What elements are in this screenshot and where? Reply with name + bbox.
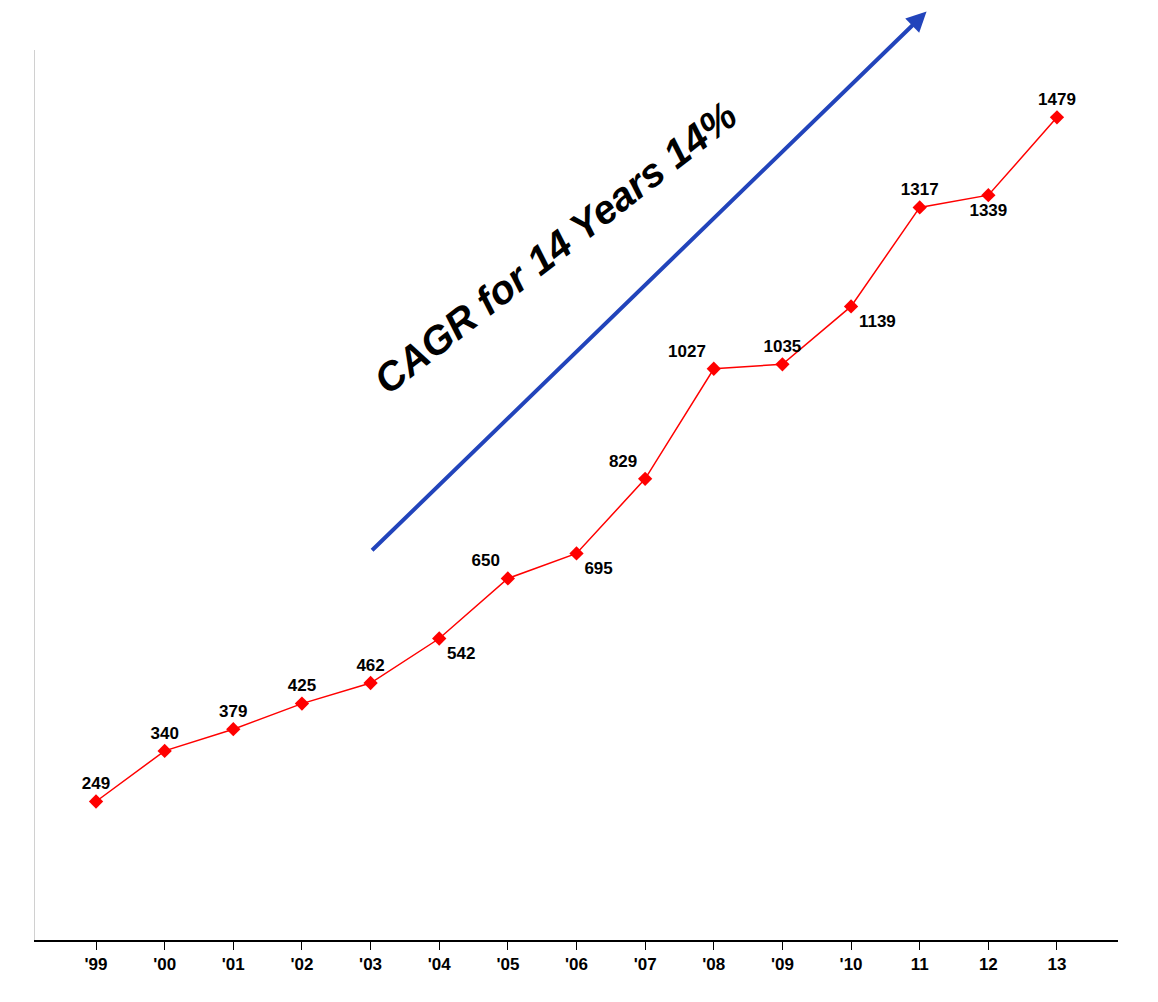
svg-text:'04: '04 [428, 955, 451, 974]
svg-text:340: 340 [150, 724, 178, 743]
svg-text:'08: '08 [702, 955, 725, 974]
svg-text:462: 462 [356, 656, 384, 675]
svg-text:1027: 1027 [668, 342, 706, 361]
svg-text:'02: '02 [290, 955, 313, 974]
svg-text:1339: 1339 [969, 201, 1007, 220]
svg-text:1139: 1139 [859, 312, 896, 331]
svg-text:1035: 1035 [764, 337, 802, 356]
svg-text:'00: '00 [153, 955, 176, 974]
svg-text:249: 249 [82, 774, 110, 793]
svg-text:695: 695 [584, 559, 612, 578]
svg-text:'06: '06 [565, 955, 588, 974]
svg-text:1479: 1479 [1038, 90, 1076, 109]
svg-text:CAGR for 14 Years 14%: CAGR for 14 Years 14% [366, 92, 745, 402]
svg-text:'07: '07 [634, 955, 657, 974]
svg-text:650: 650 [472, 551, 500, 570]
svg-text:829: 829 [609, 452, 637, 471]
svg-text:13: 13 [1048, 955, 1067, 974]
svg-text:'05: '05 [496, 955, 519, 974]
svg-text:425: 425 [288, 676, 316, 695]
svg-text:12: 12 [979, 955, 998, 974]
svg-text:'09: '09 [771, 955, 794, 974]
svg-text:1317: 1317 [901, 180, 939, 199]
svg-text:542: 542 [447, 644, 475, 663]
svg-text:379: 379 [219, 702, 247, 721]
svg-text:11: 11 [911, 955, 929, 974]
svg-text:'10: '10 [840, 955, 863, 974]
svg-text:'99: '99 [85, 955, 108, 974]
svg-text:'03: '03 [359, 955, 382, 974]
svg-text:'01: '01 [222, 955, 245, 974]
